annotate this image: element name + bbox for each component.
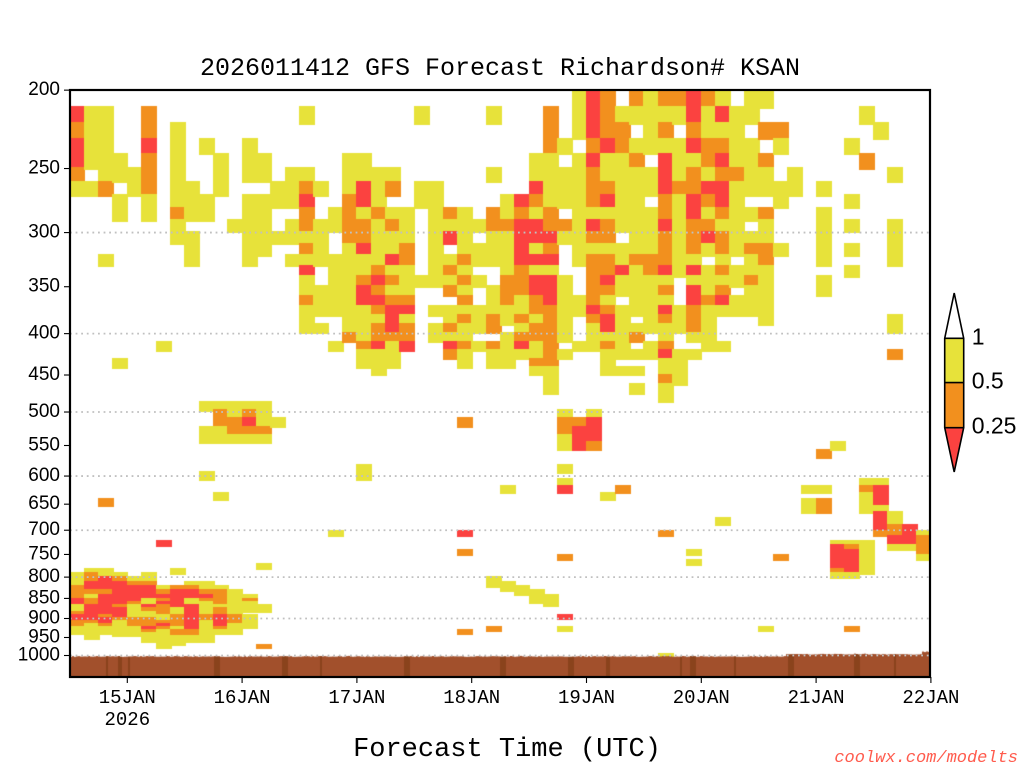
svg-text:1000: 1000 (18, 645, 60, 666)
svg-text:2026011412 GFS Forecast Richar: 2026011412 GFS Forecast Richardson# KSAN (200, 54, 800, 83)
svg-text:600: 600 (28, 465, 60, 486)
svg-text:250: 250 (28, 158, 60, 179)
svg-text:300: 300 (28, 222, 60, 243)
svg-text:17JAN: 17JAN (328, 687, 385, 709)
svg-text:Forecast Time (UTC): Forecast Time (UTC) (353, 735, 661, 765)
svg-text:20JAN: 20JAN (673, 687, 730, 709)
svg-text:200: 200 (28, 79, 60, 100)
svg-text:450: 450 (28, 364, 60, 385)
svg-text:19JAN: 19JAN (558, 687, 615, 709)
svg-text:650: 650 (28, 493, 60, 514)
svg-text:350: 350 (28, 276, 60, 297)
svg-text:550: 550 (28, 434, 60, 455)
svg-text:22JAN: 22JAN (902, 687, 959, 709)
svg-text:1: 1 (972, 323, 985, 349)
svg-text:0.25: 0.25 (972, 413, 1017, 439)
svg-text:18JAN: 18JAN (443, 687, 500, 709)
svg-text:400: 400 (28, 323, 60, 344)
svg-text:0.5: 0.5 (972, 368, 1004, 394)
svg-text:700: 700 (28, 519, 60, 540)
svg-text:coolwx.com/modelts: coolwx.com/modelts (834, 749, 1018, 768)
svg-text:800: 800 (28, 566, 60, 587)
svg-text:15JAN: 15JAN (99, 687, 156, 709)
svg-text:500: 500 (28, 401, 60, 422)
svg-text:2026: 2026 (104, 709, 150, 731)
svg-text:900: 900 (28, 607, 60, 628)
svg-text:21JAN: 21JAN (788, 687, 845, 709)
svg-text:850: 850 (28, 587, 60, 608)
svg-text:16JAN: 16JAN (214, 687, 271, 709)
svg-text:750: 750 (28, 543, 60, 564)
